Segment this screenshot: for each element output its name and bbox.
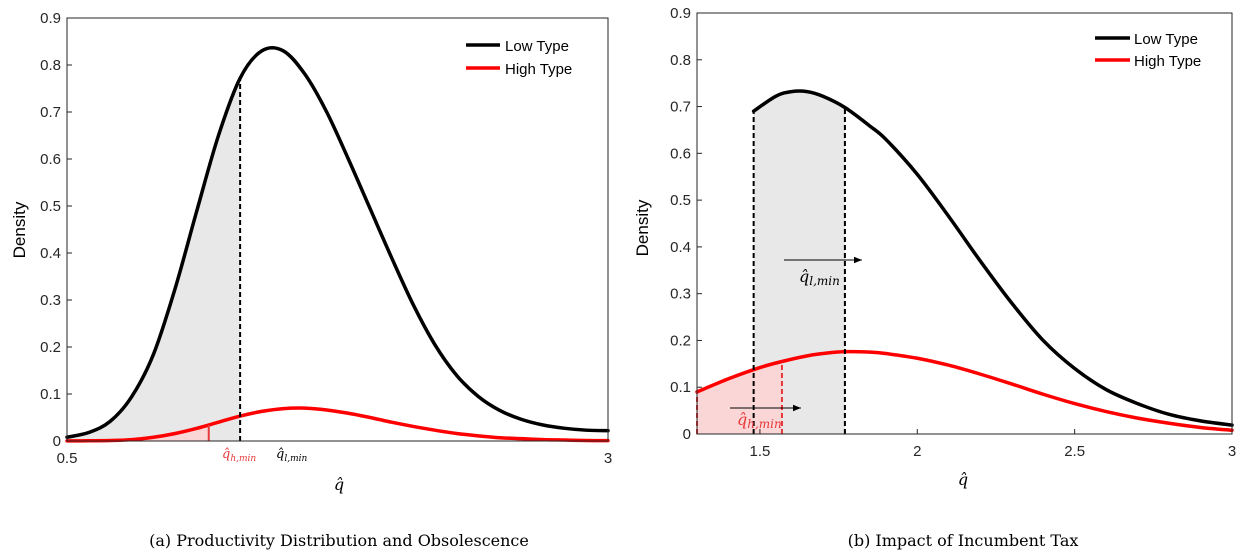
panel-b-legend: Low Type High Type: [1095, 31, 1201, 70]
legend-low-type-label: Low Type: [1134, 31, 1198, 48]
panel-a-h-min-label: q̂h,min: [222, 447, 256, 464]
panel-b-shaded-areas: [697, 91, 845, 434]
panel-a-y-axis-label: Density: [10, 201, 29, 258]
y-tick-label: 0.4: [40, 245, 61, 262]
y-tick-label: 0.1: [40, 386, 61, 403]
high-type-curve: [65, 406, 610, 443]
low-type-shaded-area: [753, 91, 845, 434]
y-tick-label: 0.3: [670, 286, 691, 303]
panel-a-series-lines: [65, 45, 610, 443]
x-tick-label: 3: [1228, 443, 1236, 460]
panel-b-y-axis-label: Density: [633, 199, 652, 256]
y-tick-label: 0.7: [40, 104, 61, 121]
y-tick-label: 0.2: [40, 339, 61, 356]
panel-b-plot-frame: [696, 12, 1233, 435]
panel-a-plot-frame: [66, 17, 609, 442]
y-tick-label: 0.9: [40, 10, 61, 27]
panel-a-l-min-label: q̂l,min: [276, 447, 307, 464]
x-tick-label: 2: [913, 443, 921, 460]
y-tick-label: 0.2: [670, 332, 691, 349]
legend-high-type-label: High Type: [1134, 53, 1201, 70]
panel-b-series-lines: [695, 89, 1234, 433]
y-tick-label: 0.6: [670, 145, 691, 162]
y-tick-label: 0.5: [670, 192, 691, 209]
high-type-shaded-area: [67, 424, 209, 441]
panel-a-legend: Low Type High Type: [466, 38, 572, 78]
legend-high-type-label: High Type: [505, 61, 572, 78]
low-type-curve: [751, 89, 1234, 427]
panel-b-x-axis-label: q̂: [958, 470, 968, 489]
y-tick-label: 0.8: [40, 57, 61, 74]
panel-a: 0 0.1 0.2 0.3 0.4 0.5 0.6 0.7 0.8 0.9 0.5 3 Low Typ…: [10, 10, 612, 550]
y-tick-label: 0.7: [670, 99, 691, 116]
x-tick-label: 2.5: [1064, 443, 1085, 460]
panel-b-caption: (b) Impact of Incumbent Tax: [848, 531, 1079, 550]
y-tick-label: 0: [683, 426, 691, 443]
y-tick-label: 0.4: [670, 239, 691, 256]
low-type-curve: [65, 45, 610, 439]
y-tick-label: 0.9: [670, 5, 691, 22]
panel-a-threshold-lines: [207, 78, 242, 441]
y-tick-label: 0.5: [40, 198, 61, 215]
panel-a-caption: (a) Productivity Distribution and Obsole…: [149, 531, 529, 550]
panel-b-l-min-label: q̂l,min: [799, 267, 840, 288]
panel-b: 0 0.1 0.2 0.3 0.4 0.5 0.6 0.7 0.8 0.9 1.5 2 2.5 3 Low…: [633, 5, 1236, 550]
y-tick-label: 0.6: [40, 151, 61, 168]
panel-b-h-min-label: q̂h,min: [737, 410, 782, 431]
high-type-curve: [695, 349, 1234, 433]
y-tick-label: 0.1: [670, 379, 691, 396]
high-type-shaded-area: [697, 361, 782, 434]
low-type-shaded-area: [67, 78, 241, 441]
x-tick-label: 1.5: [750, 443, 771, 460]
panel-a-axes-ticks: 0 0.1 0.2 0.3 0.4 0.5 0.6 0.7 0.8 0.9 0.5 3: [40, 10, 612, 467]
legend-low-type-label: Low Type: [505, 38, 569, 55]
y-tick-label: 0: [53, 433, 61, 450]
x-tick-label: 3: [604, 450, 612, 467]
y-tick-label: 0.8: [670, 52, 691, 69]
x-tick-label: 0.5: [57, 450, 78, 467]
y-tick-label: 0.3: [40, 292, 61, 309]
panel-a-x-axis-label: q̂: [334, 475, 344, 494]
panel-a-shaded-areas: [67, 78, 241, 441]
